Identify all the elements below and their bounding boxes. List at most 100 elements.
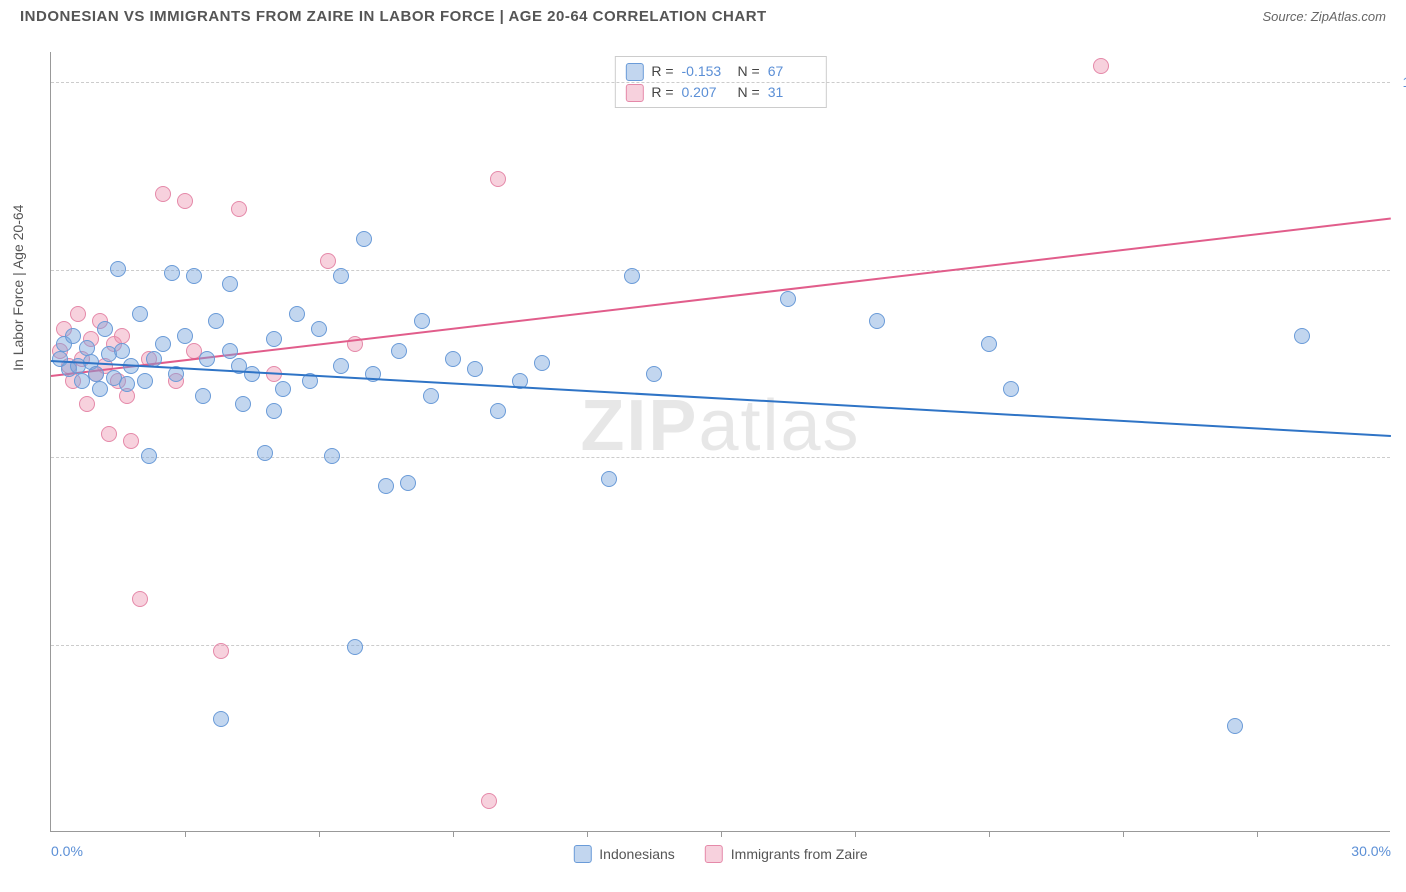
data-point-zaire	[490, 171, 506, 187]
x-tick	[1123, 831, 1124, 837]
data-point-indonesians	[146, 351, 162, 367]
y-axis-label: In Labor Force | Age 20-64	[10, 205, 26, 371]
scatter-chart: ZIPatlas R = -0.153 N = 67 R = 0.207 N =…	[50, 52, 1390, 832]
gridline	[51, 457, 1390, 458]
data-point-indonesians	[981, 336, 997, 352]
data-point-indonesians	[289, 306, 305, 322]
swatch-zaire	[625, 84, 643, 102]
data-point-indonesians	[1003, 381, 1019, 397]
data-point-indonesians	[646, 366, 662, 382]
x-tick	[185, 831, 186, 837]
data-point-indonesians	[222, 343, 238, 359]
data-point-indonesians	[275, 381, 291, 397]
stat-n-zaire: 31	[768, 82, 816, 103]
data-point-indonesians	[333, 268, 349, 284]
data-point-zaire	[481, 793, 497, 809]
source-attribution: Source: ZipAtlas.com	[1262, 9, 1386, 24]
data-point-zaire	[213, 643, 229, 659]
data-point-indonesians	[164, 265, 180, 281]
data-point-indonesians	[534, 355, 550, 371]
data-point-indonesians	[423, 388, 439, 404]
stats-row-zaire: R = 0.207 N = 31	[625, 82, 815, 103]
data-point-indonesians	[65, 328, 81, 344]
bottom-legend: Indonesians Immigrants from Zaire	[573, 845, 867, 863]
x-tick-label: 30.0%	[1351, 843, 1391, 859]
stat-r-indonesians: -0.153	[682, 61, 730, 82]
data-point-indonesians	[624, 268, 640, 284]
data-point-indonesians	[114, 343, 130, 359]
gridline	[51, 270, 1390, 271]
data-point-zaire	[1093, 58, 1109, 74]
data-point-indonesians	[141, 448, 157, 464]
data-point-indonesians	[97, 321, 113, 337]
data-point-indonesians	[132, 306, 148, 322]
data-point-indonesians	[780, 291, 796, 307]
data-point-indonesians	[445, 351, 461, 367]
data-point-indonesians	[347, 639, 363, 655]
data-point-zaire	[79, 396, 95, 412]
x-tick	[587, 831, 588, 837]
data-point-indonesians	[324, 448, 340, 464]
data-point-indonesians	[199, 351, 215, 367]
data-point-zaire	[320, 253, 336, 269]
data-point-indonesians	[601, 471, 617, 487]
stat-r-label: R =	[651, 82, 673, 103]
data-point-indonesians	[1294, 328, 1310, 344]
data-point-zaire	[177, 193, 193, 209]
trendline-indonesians	[51, 360, 1391, 437]
source-link[interactable]: ZipAtlas.com	[1311, 9, 1386, 24]
data-point-indonesians	[257, 445, 273, 461]
data-point-indonesians	[137, 373, 153, 389]
data-point-indonesians	[414, 313, 430, 329]
legend-item-zaire: Immigrants from Zaire	[705, 845, 868, 863]
y-tick-label: 75.0%	[1395, 449, 1406, 465]
data-point-indonesians	[92, 381, 108, 397]
x-tick	[721, 831, 722, 837]
data-point-indonesians	[195, 388, 211, 404]
data-point-indonesians	[88, 366, 104, 382]
data-point-indonesians	[391, 343, 407, 359]
data-point-indonesians	[1227, 718, 1243, 734]
data-point-zaire	[231, 201, 247, 217]
data-point-indonesians	[222, 276, 238, 292]
data-point-indonesians	[356, 231, 372, 247]
y-tick-label: 100.0%	[1395, 74, 1406, 90]
data-point-indonesians	[333, 358, 349, 374]
data-point-zaire	[132, 591, 148, 607]
x-tick	[1257, 831, 1258, 837]
stat-r-zaire: 0.207	[682, 82, 730, 103]
data-point-indonesians	[467, 361, 483, 377]
data-point-indonesians	[119, 376, 135, 392]
data-point-indonesians	[177, 328, 193, 344]
data-point-indonesians	[400, 475, 416, 491]
trendline-zaire	[51, 217, 1391, 376]
legend-label-zaire: Immigrants from Zaire	[731, 846, 868, 862]
data-point-zaire	[70, 306, 86, 322]
x-tick	[453, 831, 454, 837]
source-prefix: Source:	[1262, 9, 1310, 24]
stats-row-indonesians: R = -0.153 N = 67	[625, 61, 815, 82]
chart-header: INDONESIAN VS IMMIGRANTS FROM ZAIRE IN L…	[0, 0, 1406, 33]
legend-item-indonesians: Indonesians	[573, 845, 675, 863]
gridline	[51, 645, 1390, 646]
data-point-indonesians	[266, 403, 282, 419]
legend-label-indonesians: Indonesians	[599, 846, 675, 862]
data-point-indonesians	[155, 336, 171, 352]
stat-n-label: N =	[738, 61, 760, 82]
data-point-indonesians	[110, 261, 126, 277]
chart-title: INDONESIAN VS IMMIGRANTS FROM ZAIRE IN L…	[20, 8, 767, 25]
data-point-indonesians	[490, 403, 506, 419]
data-point-indonesians	[869, 313, 885, 329]
y-tick-label: 62.5%	[1395, 637, 1406, 653]
data-point-indonesians	[378, 478, 394, 494]
x-tick-label: 0.0%	[51, 843, 83, 859]
data-point-indonesians	[311, 321, 327, 337]
swatch-indonesians	[625, 63, 643, 81]
data-point-zaire	[101, 426, 117, 442]
x-tick	[989, 831, 990, 837]
data-point-indonesians	[266, 331, 282, 347]
data-point-indonesians	[235, 396, 251, 412]
stat-n-indonesians: 67	[768, 61, 816, 82]
legend-swatch-indonesians	[573, 845, 591, 863]
data-point-indonesians	[186, 268, 202, 284]
